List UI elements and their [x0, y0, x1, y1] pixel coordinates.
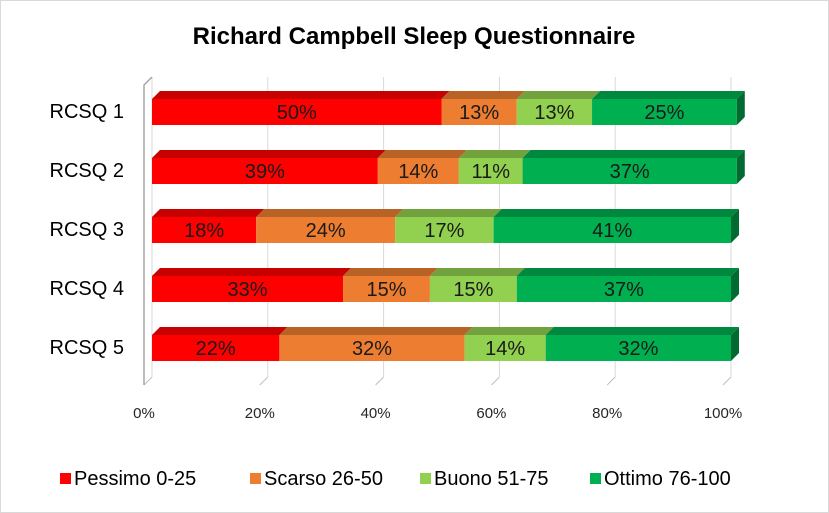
data-label: 25%: [644, 102, 684, 124]
bar-segment: [429, 268, 525, 302]
data-label: 15%: [366, 279, 406, 301]
legend-item: Ottimo 76-100: [590, 468, 731, 490]
bar-segment: [516, 268, 739, 302]
data-label: 37%: [610, 161, 650, 183]
bars: [152, 91, 745, 361]
data-label: 50%: [277, 102, 317, 124]
data-label: 32%: [352, 338, 392, 360]
legend-label: Scarso 26-50: [264, 468, 383, 490]
legend-swatch: [60, 473, 71, 484]
legend-item: Pessimo 0-25: [60, 468, 196, 490]
bar-segment: [464, 327, 554, 361]
category-label: RCSQ 3: [50, 219, 124, 241]
bar-segment: [152, 150, 386, 184]
data-label: 33%: [228, 279, 268, 301]
bar-segment: [516, 91, 601, 125]
data-label: 13%: [459, 102, 499, 124]
category-label: RCSQ 4: [50, 278, 124, 300]
legend-label: Buono 51-75: [434, 468, 549, 490]
legend-item: Buono 51-75: [420, 468, 549, 490]
bar-segment: [441, 91, 525, 125]
category-label: RCSQ 5: [50, 337, 124, 359]
bar-segment: [493, 209, 739, 243]
legend-swatch: [250, 473, 261, 484]
bar-segment: [377, 150, 467, 184]
data-label: 32%: [618, 338, 658, 360]
data-label: 11%: [471, 161, 510, 183]
x-tick-label: 0%: [133, 405, 155, 422]
data-label: 14%: [398, 161, 438, 183]
legend-label: Ottimo 76-100: [604, 468, 731, 490]
category-label: RCSQ 1: [50, 101, 124, 123]
data-label: 14%: [485, 338, 525, 360]
data-label: 41%: [592, 220, 632, 242]
bar-segment: [395, 209, 502, 243]
bar-segment: [152, 91, 450, 125]
legend-item: Scarso 26-50: [250, 468, 383, 490]
data-labels: 50% 13% 13% 25% 39% 14% 11% 37% 18% 24% 17% 41% 33% 1…: [184, 102, 685, 360]
bar-segment: [545, 327, 739, 361]
data-label: 39%: [245, 161, 285, 183]
legend-swatch: [420, 473, 431, 484]
bar-segment: [343, 268, 438, 302]
category-label: RCSQ 2: [50, 160, 124, 182]
category-axis-line: [143, 76, 153, 385]
data-label: 18%: [184, 220, 224, 242]
bar-segment: [279, 327, 473, 361]
data-label: 17%: [424, 220, 464, 242]
data-label: 37%: [604, 279, 644, 301]
legend-swatch: [590, 473, 601, 484]
legend: Pessimo 0-25 Scarso 26-50 Buono 51-75 Ottim…: [60, 468, 731, 490]
data-label: 13%: [534, 102, 574, 124]
x-tick-label: 20%: [245, 405, 275, 422]
x-tick-label: 60%: [476, 405, 506, 422]
x-tick-label: 40%: [361, 405, 391, 422]
category-axis: RCSQ 1 RCSQ 2 RCSQ 3 RCSQ 4 RCSQ 5: [50, 101, 124, 359]
bar-segment: [152, 327, 288, 361]
data-label: 15%: [453, 279, 493, 301]
legend-label: Pessimo 0-25: [74, 468, 196, 490]
x-tick-label: 100%: [704, 405, 742, 422]
data-label: 22%: [196, 338, 236, 360]
bar-segment: [152, 268, 352, 302]
bar-segment: [592, 91, 745, 125]
bar-segment: [458, 150, 531, 184]
x-tick-label: 80%: [592, 405, 622, 422]
value-axis: 0% 20% 40% 60% 80% 100%: [133, 405, 742, 422]
bar-segment: [522, 150, 745, 184]
data-label: 24%: [306, 220, 346, 242]
bar-segment: [152, 209, 265, 243]
bar-segment: [256, 209, 404, 243]
chart-title: Richard Campbell Sleep Questionnaire: [193, 23, 636, 50]
